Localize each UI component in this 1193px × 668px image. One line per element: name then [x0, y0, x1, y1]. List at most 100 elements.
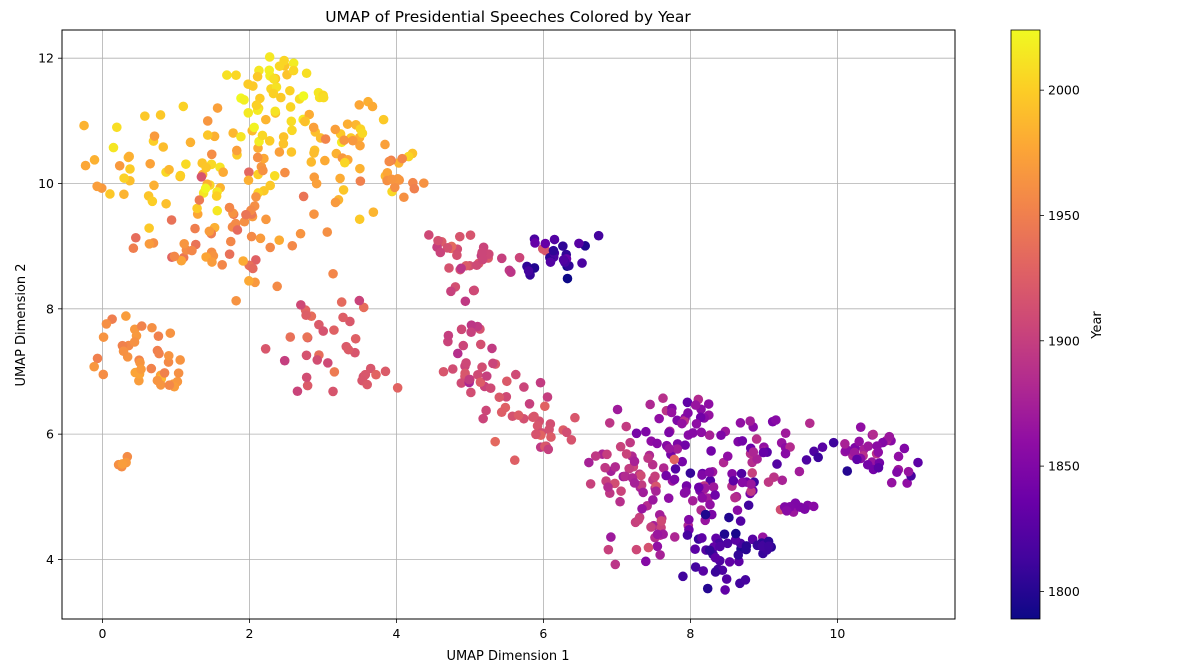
data-point: [690, 562, 701, 572]
data-point: [130, 232, 141, 243]
data-point: [257, 130, 268, 141]
data-point: [301, 310, 311, 321]
data-point: [763, 477, 774, 487]
data-point: [650, 471, 660, 482]
data-point: [593, 230, 604, 241]
data-point: [330, 197, 341, 208]
data-point: [399, 192, 409, 203]
data-point: [464, 374, 475, 385]
colorbar: [1010, 29, 1041, 620]
y-tick-label: 8: [46, 301, 54, 316]
data-point: [690, 544, 700, 554]
data-point: [751, 434, 762, 444]
data-point: [278, 132, 289, 142]
data-point: [354, 100, 365, 110]
data-point: [710, 552, 721, 563]
data-point: [236, 131, 246, 142]
data-point: [318, 326, 329, 336]
data-point: [146, 363, 157, 374]
data-point: [540, 238, 551, 249]
data-point: [764, 541, 774, 551]
data-point: [466, 387, 476, 398]
data-point: [715, 541, 725, 552]
data-point: [680, 440, 690, 450]
data-point: [329, 325, 339, 335]
data-point: [206, 149, 217, 160]
data-point: [706, 446, 716, 456]
data-point: [238, 256, 248, 266]
data-point: [708, 482, 719, 492]
data-point: [669, 474, 680, 485]
data-point: [306, 157, 317, 167]
data-point: [546, 432, 556, 442]
y-axis-ticks: 4 6 8 10 12: [38, 51, 62, 567]
data-point: [777, 475, 788, 486]
data-point: [817, 442, 828, 453]
data-point: [471, 260, 482, 271]
data-point: [252, 152, 263, 163]
data-point: [529, 411, 539, 422]
data-point: [261, 114, 271, 125]
data-point: [309, 209, 319, 219]
data-point: [719, 529, 730, 539]
data-point: [274, 235, 285, 245]
data-point: [643, 542, 654, 553]
data-point: [606, 532, 616, 542]
data-point: [108, 142, 119, 153]
data-point: [118, 346, 129, 357]
data-point: [255, 233, 266, 244]
data-point: [722, 538, 733, 549]
data-point: [98, 369, 109, 380]
data-point: [358, 302, 369, 313]
data-point: [140, 111, 150, 121]
data-point: [780, 428, 791, 439]
data-point: [387, 174, 397, 185]
data-point: [419, 178, 429, 188]
data-point: [287, 125, 297, 136]
data-point: [447, 364, 458, 374]
data-point: [302, 380, 313, 391]
data-point: [705, 499, 715, 510]
data-point: [339, 135, 349, 145]
data-point: [722, 451, 733, 462]
data-point: [264, 52, 275, 62]
data-point: [204, 226, 215, 237]
data-point: [524, 399, 535, 409]
data-point: [260, 344, 271, 354]
data-point: [602, 449, 612, 460]
grid: [62, 30, 955, 619]
data-point: [804, 418, 815, 429]
data-point: [638, 487, 648, 498]
data-point: [544, 424, 554, 435]
data-point: [89, 361, 99, 372]
data-point: [249, 122, 259, 133]
data-point: [155, 110, 166, 120]
data-point: [612, 404, 623, 415]
data-point: [147, 322, 157, 333]
data-point: [117, 459, 128, 469]
colorbar-tick-label: 1800: [1048, 584, 1080, 599]
data-point: [311, 178, 322, 189]
data-point: [268, 88, 279, 99]
data-point: [179, 238, 190, 249]
data-point: [175, 355, 185, 365]
data-point: [409, 183, 420, 194]
y-tick-label: 10: [38, 176, 54, 191]
data-point: [646, 522, 656, 532]
data-point: [286, 116, 297, 127]
data-point: [741, 544, 751, 555]
x-axis-label: UMAP Dimension 1: [446, 649, 569, 664]
data-point: [288, 65, 299, 76]
data-point: [279, 355, 290, 366]
data-point: [721, 574, 732, 584]
data-point: [577, 258, 587, 268]
colorbar-label: Year: [1090, 311, 1105, 340]
data-point: [672, 444, 683, 454]
data-point: [265, 242, 275, 253]
data-point: [461, 358, 471, 368]
data-point: [697, 493, 707, 503]
data-point: [144, 239, 155, 249]
data-point: [298, 191, 309, 202]
colorbar-tick-label: 1900: [1048, 333, 1080, 348]
data-point: [737, 477, 748, 488]
